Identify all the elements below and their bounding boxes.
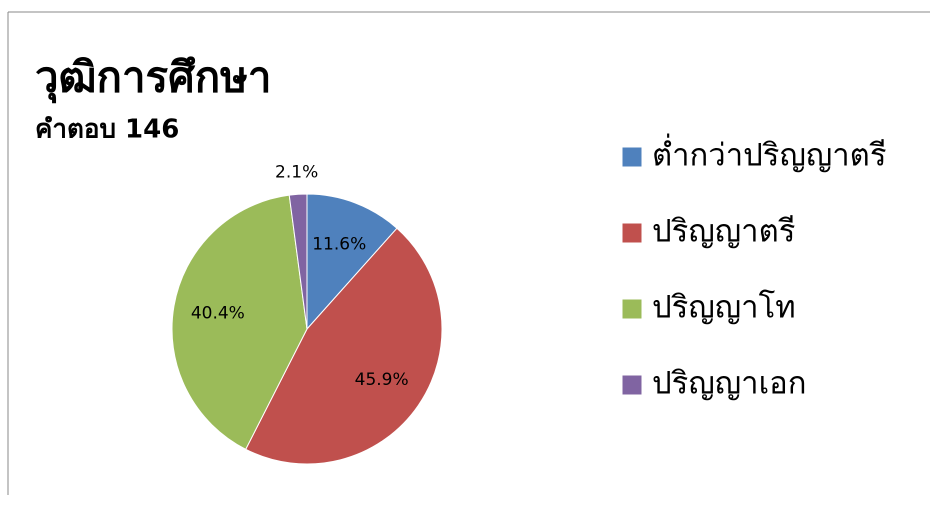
legend-label: ปริญญาเอก <box>652 366 807 402</box>
data-label: 2.1% <box>275 162 318 182</box>
legend-label: ปริญญาตรี <box>652 214 795 250</box>
legend-label: ปริญญาโท <box>652 290 796 326</box>
legend-swatch <box>621 374 643 396</box>
data-label: 45.9% <box>355 370 409 390</box>
legend-swatch <box>621 222 643 244</box>
pie-slice <box>171 194 308 450</box>
pie-slice <box>306 193 398 331</box>
pie-slice <box>245 227 443 465</box>
legend-swatch <box>621 146 643 168</box>
data-label: 11.6% <box>312 234 366 254</box>
chart-title: วุฒิการศึกษา <box>35 53 271 104</box>
legend-swatch <box>621 298 643 320</box>
legend-label: ต่ำกว่าปริญญาตรี <box>652 134 886 174</box>
pie-slice <box>288 193 308 330</box>
chart-subtitle: คำตอบ 146 <box>35 115 179 145</box>
data-label: 40.4% <box>191 304 245 324</box>
